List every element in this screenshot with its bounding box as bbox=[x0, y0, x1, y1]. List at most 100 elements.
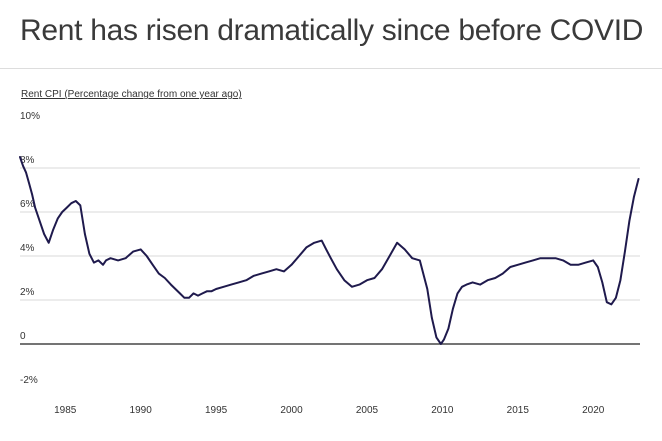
data-point bbox=[75, 200, 77, 202]
data-point bbox=[260, 273, 262, 275]
rent-cpi-line bbox=[19, 156, 640, 345]
data-point bbox=[411, 257, 413, 259]
y-tick-label: 6% bbox=[20, 199, 35, 210]
data-point bbox=[440, 343, 442, 345]
data-point bbox=[358, 284, 360, 286]
data-point bbox=[366, 279, 368, 281]
y-tick-label: 8% bbox=[20, 155, 35, 166]
data-point bbox=[192, 292, 195, 294]
data-point bbox=[84, 233, 86, 235]
x-tick-label: 2015 bbox=[507, 405, 530, 416]
data-point bbox=[615, 297, 617, 299]
data-point bbox=[158, 273, 160, 275]
chart-title: Rent has risen dramatically since before… bbox=[20, 14, 644, 47]
y-tick-label: 4% bbox=[20, 243, 35, 254]
data-point bbox=[132, 251, 134, 253]
data-point bbox=[306, 246, 308, 248]
data-point bbox=[25, 171, 27, 173]
data-point bbox=[637, 178, 640, 180]
data-point bbox=[170, 284, 172, 286]
y-tick-label: 0 bbox=[20, 331, 26, 342]
data-point bbox=[456, 292, 459, 294]
data-point bbox=[325, 248, 327, 250]
data-point bbox=[431, 317, 433, 319]
data-point bbox=[461, 286, 463, 288]
data-point bbox=[88, 253, 90, 255]
data-point bbox=[57, 218, 59, 220]
data-point bbox=[140, 248, 142, 250]
data-point bbox=[164, 277, 166, 279]
data-point bbox=[619, 279, 622, 281]
data-point bbox=[43, 233, 45, 235]
data-point bbox=[597, 266, 599, 268]
data-point bbox=[524, 262, 527, 264]
data-point bbox=[48, 242, 50, 244]
data-point bbox=[245, 279, 247, 281]
data-point bbox=[211, 290, 213, 292]
data-point bbox=[215, 288, 217, 290]
data-point bbox=[79, 204, 81, 206]
data-point bbox=[31, 193, 33, 195]
data-point bbox=[472, 281, 474, 283]
data-point bbox=[201, 292, 204, 294]
data-point bbox=[34, 207, 36, 209]
data-point bbox=[253, 275, 255, 277]
data-point bbox=[628, 220, 631, 222]
data-point bbox=[404, 248, 406, 250]
data-point bbox=[223, 286, 225, 288]
data-point bbox=[19, 156, 21, 158]
data-point bbox=[452, 308, 454, 310]
data-point bbox=[179, 292, 181, 294]
data-point bbox=[479, 284, 481, 286]
data-point bbox=[22, 165, 24, 167]
data-point bbox=[381, 268, 383, 270]
data-point bbox=[93, 262, 95, 264]
data-point bbox=[52, 229, 54, 231]
data-point bbox=[206, 290, 208, 292]
data-point bbox=[601, 281, 603, 283]
data-point bbox=[321, 240, 323, 242]
data-point bbox=[592, 259, 594, 261]
data-point bbox=[290, 264, 293, 266]
data-point bbox=[39, 220, 41, 222]
data-point bbox=[443, 339, 445, 341]
data-point bbox=[275, 268, 277, 270]
data-point bbox=[502, 273, 504, 275]
data-point bbox=[152, 264, 154, 266]
data-point bbox=[188, 297, 190, 299]
data-point bbox=[419, 259, 421, 261]
x-tick-label: 2010 bbox=[431, 405, 454, 416]
data-point bbox=[298, 255, 300, 257]
data-point bbox=[28, 182, 30, 184]
data-point bbox=[66, 207, 68, 209]
data-point bbox=[396, 242, 398, 244]
data-point bbox=[61, 211, 63, 213]
data-point bbox=[105, 259, 107, 261]
data-point bbox=[633, 196, 635, 198]
title-divider bbox=[0, 68, 662, 69]
data-point bbox=[336, 268, 338, 270]
y-tick-label: -2% bbox=[20, 375, 38, 386]
data-point bbox=[426, 288, 428, 290]
data-point bbox=[97, 259, 99, 261]
data-point bbox=[283, 270, 285, 272]
data-point bbox=[509, 266, 511, 268]
data-point bbox=[547, 257, 549, 259]
axis-subtitle: Rent CPI (Percentage change from one yea… bbox=[21, 89, 242, 100]
data-point bbox=[351, 286, 353, 288]
data-point bbox=[624, 251, 626, 253]
x-axis-ticks: 1985 1990 1995 2000 2005 2010 2015 2020 bbox=[54, 405, 605, 416]
data-point bbox=[117, 259, 119, 261]
data-point bbox=[447, 328, 449, 330]
data-point bbox=[606, 301, 608, 303]
data-point bbox=[517, 264, 519, 266]
data-point bbox=[487, 279, 489, 281]
data-point bbox=[373, 277, 376, 279]
data-point bbox=[389, 255, 391, 257]
data-point bbox=[539, 257, 542, 259]
data-point bbox=[183, 297, 185, 299]
y-axis-ticks: 10% 8% 6% 4% 2% 0 -2% bbox=[20, 111, 40, 386]
data-point bbox=[554, 257, 557, 259]
data-point bbox=[230, 284, 232, 286]
